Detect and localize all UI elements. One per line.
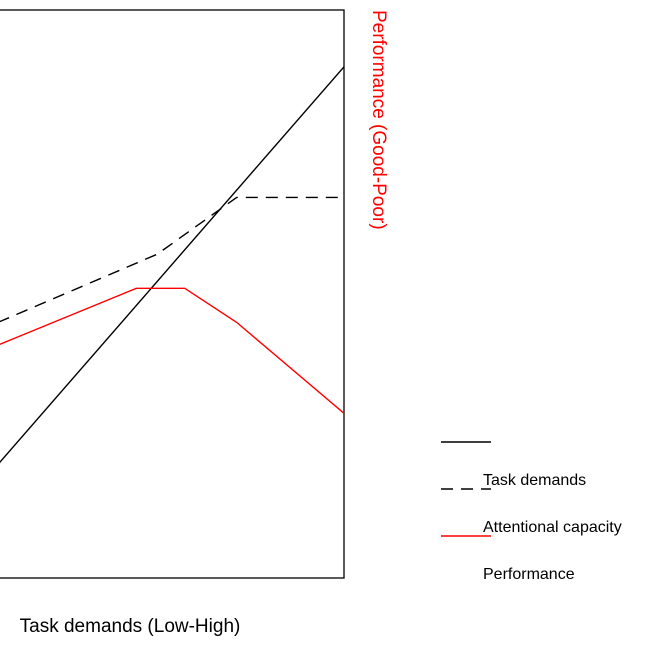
legend-label-performance: Performance: [483, 566, 575, 583]
series-layer: [0, 66, 344, 464]
plot-frame: [0, 9, 345, 579]
series-line-attentional-capacity: [0, 196, 344, 323]
x-axis-label: Task demands (Low-High): [20, 616, 241, 637]
y-axis-label-right: Performance (Good-Poor): [368, 10, 389, 230]
legend: Task demands Attentional capacity Performa…: [441, 441, 622, 583]
series-line-performance: [0, 287, 344, 414]
legend-label-task-demands: Task demands: [483, 472, 586, 489]
series-line-task-demands: [0, 66, 344, 464]
legend-label-attentional-capacity: Attentional capacity: [483, 519, 622, 536]
